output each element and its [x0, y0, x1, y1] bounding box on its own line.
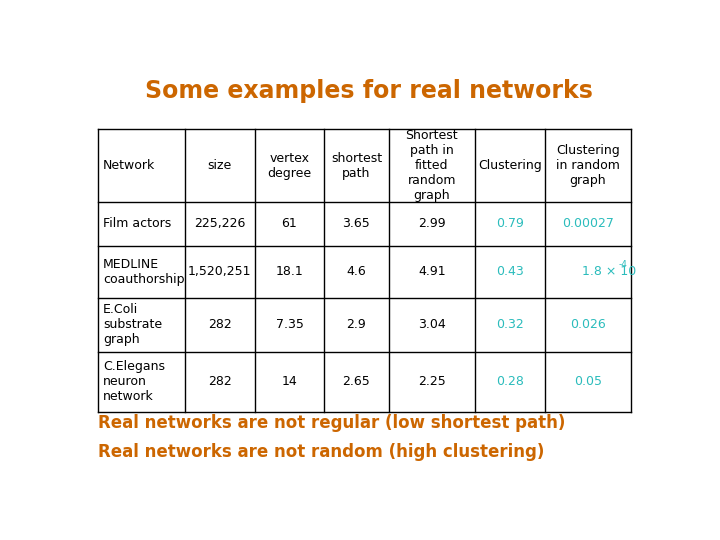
- Text: Clustering: Clustering: [478, 159, 541, 172]
- Text: Some examples for real networks: Some examples for real networks: [145, 79, 593, 103]
- Text: Clustering
in random
graph: Clustering in random graph: [556, 144, 620, 187]
- Text: 18.1: 18.1: [276, 265, 303, 278]
- Text: 0.05: 0.05: [574, 375, 602, 388]
- Text: 14: 14: [282, 375, 297, 388]
- Text: 2.25: 2.25: [418, 375, 446, 388]
- Text: 3.65: 3.65: [343, 217, 370, 231]
- Text: 4.6: 4.6: [346, 265, 366, 278]
- Text: 0.79: 0.79: [496, 217, 524, 231]
- Text: 2.99: 2.99: [418, 217, 446, 231]
- Text: 1.8 × 10: 1.8 × 10: [582, 265, 636, 278]
- Text: C.Elegans
neuron
network: C.Elegans neuron network: [103, 360, 165, 403]
- Text: 225,226: 225,226: [194, 217, 246, 231]
- Text: Film actors: Film actors: [103, 217, 171, 231]
- Text: -4: -4: [618, 260, 628, 269]
- Text: MEDLINE
coauthorship: MEDLINE coauthorship: [103, 258, 184, 286]
- Text: 2.9: 2.9: [346, 318, 366, 331]
- Text: Shortest
path in
fitted
random
graph: Shortest path in fitted random graph: [405, 129, 458, 202]
- Text: Real networks are not random (high clustering): Real networks are not random (high clust…: [99, 443, 545, 461]
- Text: 61: 61: [282, 217, 297, 231]
- Text: 0.32: 0.32: [496, 318, 523, 331]
- Text: 0.026: 0.026: [570, 318, 606, 331]
- Text: Network: Network: [103, 159, 155, 172]
- Text: 2.65: 2.65: [343, 375, 370, 388]
- Text: 0.00027: 0.00027: [562, 217, 614, 231]
- Text: 282: 282: [208, 375, 232, 388]
- Text: 1,520,251: 1,520,251: [188, 265, 251, 278]
- Text: shortest
path: shortest path: [331, 152, 382, 180]
- Text: 7.35: 7.35: [276, 318, 303, 331]
- Text: 4.91: 4.91: [418, 265, 446, 278]
- Text: Real networks are not regular (low shortest path): Real networks are not regular (low short…: [99, 414, 566, 432]
- Text: 0.43: 0.43: [496, 265, 523, 278]
- Text: 0.28: 0.28: [496, 375, 524, 388]
- Text: 282: 282: [208, 318, 232, 331]
- Text: E.Coli
substrate
graph: E.Coli substrate graph: [103, 303, 162, 346]
- Text: size: size: [207, 159, 232, 172]
- Text: 3.04: 3.04: [418, 318, 446, 331]
- Text: vertex
degree: vertex degree: [267, 152, 312, 180]
